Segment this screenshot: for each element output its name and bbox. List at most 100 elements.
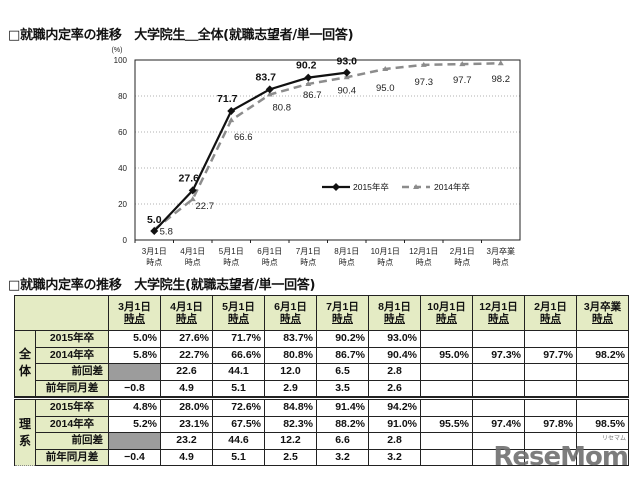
table-cell <box>576 448 629 466</box>
table-cell: 91.4% <box>316 399 369 417</box>
row-label: 前年同月差 <box>35 379 109 397</box>
column-header: 2月1日 時点 <box>524 295 577 331</box>
data-label-2014: 98.2 <box>492 74 511 85</box>
y-tick-label: 60 <box>118 128 127 137</box>
x-tick-label: 時点 <box>262 258 278 267</box>
table-cell: 5.1 <box>212 379 265 397</box>
table-row: 2014年卒 5.8% 22.7% 66.6% 80.8% 86.7% 90.4% 95.0%… <box>15 346 629 364</box>
table-cell <box>576 330 629 348</box>
x-tick-label: 時点 <box>416 258 432 267</box>
row-label: 2015年卒 <box>35 330 109 348</box>
legend-2015-label: 2015年卒 <box>353 182 389 192</box>
table-cell: 3.2 <box>316 448 369 466</box>
table-cell: 23.2 <box>160 432 213 450</box>
data-label-2015: 71.7 <box>217 93 238 105</box>
resemom-watermark: ReseMom <box>493 442 629 472</box>
table-cell: 98.2% <box>576 346 629 364</box>
row-label: 2014年卒 <box>35 346 109 364</box>
watermark-sub: リセマム <box>601 435 626 442</box>
x-tick-label: 6月1日 <box>257 247 282 256</box>
table-cell: 66.6% <box>212 346 265 364</box>
table-cell: 2.9 <box>264 379 317 397</box>
data-label-2015: 83.7 <box>256 71 277 83</box>
x-tick-label: 3月卒業 <box>487 246 515 256</box>
table-cell: 95.0% <box>420 346 473 364</box>
x-tick-label: 時点 <box>300 258 316 267</box>
employment-rate-table: 3月1日 時点 4月1日 時点 5月1日 時点 6月1日 時点 7月1日 時点 8月1日 時点 10月1… <box>14 295 629 466</box>
table-cell: 5.8% <box>108 346 161 364</box>
table-cell: 2.8 <box>368 363 421 381</box>
table-row: 理 系 2015年卒 4.8% 28.0% 72.6% 84.8% 91.4% 94.2% <box>14 399 629 466</box>
data-label-2014: 5.8 <box>160 227 173 238</box>
diamond-marker <box>304 73 313 82</box>
table-cell: 97.8% <box>524 415 577 433</box>
table-cell: 4.9 <box>160 379 213 397</box>
column-header: 3月1日 時点 <box>108 295 161 331</box>
series-2015-line <box>153 71 347 232</box>
table-row: 全 体 2015年卒 5.0% 27.6% 71.7% 83.7% 90.2% 93.0% <box>14 330 629 397</box>
data-label-2014: 22.7 <box>196 201 215 212</box>
table-cell: 4.8% <box>108 399 161 417</box>
column-header: 6月1日 時点 <box>264 295 317 331</box>
table-cell: 12.2 <box>264 432 317 450</box>
triangle-marker <box>497 60 504 66</box>
x-tick-label: 5月1日 <box>219 247 244 256</box>
table-cell <box>108 363 161 381</box>
x-tick-label: 時点 <box>223 258 239 267</box>
triangle-marker <box>228 117 235 123</box>
table-cell <box>472 330 525 348</box>
table-cell: 84.8% <box>264 399 317 417</box>
triangle-marker <box>343 74 350 80</box>
table-cell: 91.0% <box>368 415 421 433</box>
x-tick-label: 時点 <box>377 258 393 267</box>
diamond-marker <box>342 68 351 77</box>
table-row: 前回差 22.6 44.1 12.0 6.5 2.8 <box>15 363 629 381</box>
data-label-2015: 93.0 <box>337 56 358 68</box>
table-cell: 97.4% <box>472 415 525 433</box>
table-cell: 5.0% <box>108 330 161 348</box>
table-cell: 2.8 <box>368 432 421 450</box>
table-cell: 82.3% <box>264 415 317 433</box>
x-tick-label: 時点 <box>454 258 470 267</box>
table-cell: 71.7% <box>212 330 265 348</box>
diamond-marker <box>188 186 197 195</box>
table-cell: 90.2% <box>316 330 369 348</box>
data-label-2014: 80.8 <box>273 103 292 114</box>
y-tick-label: 100 <box>114 56 128 65</box>
table-cell: 98.5% <box>576 415 629 433</box>
table-cell <box>576 379 629 397</box>
table-cell <box>420 448 473 466</box>
table-cell: 86.7% <box>316 346 369 364</box>
x-tick-label: 時点 <box>146 258 162 267</box>
table-cell <box>524 399 577 417</box>
table-cell: 67.5% <box>212 415 265 433</box>
group-label: 全 体 <box>14 330 36 397</box>
table-cell: 28.0% <box>160 399 213 417</box>
triangle-marker <box>420 61 427 67</box>
table-row: 前年同月差 −0.8 4.9 5.1 2.9 3.5 2.6 <box>15 379 629 397</box>
row-label: 2015年卒 <box>35 399 109 417</box>
table-cell: −0.4 <box>108 448 161 466</box>
table-cell <box>472 399 525 417</box>
table-cell <box>108 432 161 450</box>
table-cell: 22.6 <box>160 363 213 381</box>
table-cell: 44.1 <box>212 363 265 381</box>
triangle-marker <box>459 61 466 67</box>
table-cell <box>576 363 629 381</box>
x-tick-label: 時点 <box>339 258 355 267</box>
series-2014-line <box>153 61 501 231</box>
table-cell <box>472 363 525 381</box>
data-label-2015: 27.6 <box>179 172 200 184</box>
table-cell <box>524 379 577 397</box>
table-cell <box>524 330 577 348</box>
table-cell <box>472 379 525 397</box>
data-label-2015: 5.0 <box>147 214 162 226</box>
x-tick-label: 12月1日 <box>409 247 438 256</box>
x-tick-label: 4月1日 <box>180 247 205 256</box>
table-cell: 88.2% <box>316 415 369 433</box>
y-axis-unit: (%) <box>112 47 123 54</box>
row-label: 前年同月差 <box>35 448 109 466</box>
data-label-2014: 97.3 <box>415 77 434 88</box>
header-corner <box>14 295 109 331</box>
